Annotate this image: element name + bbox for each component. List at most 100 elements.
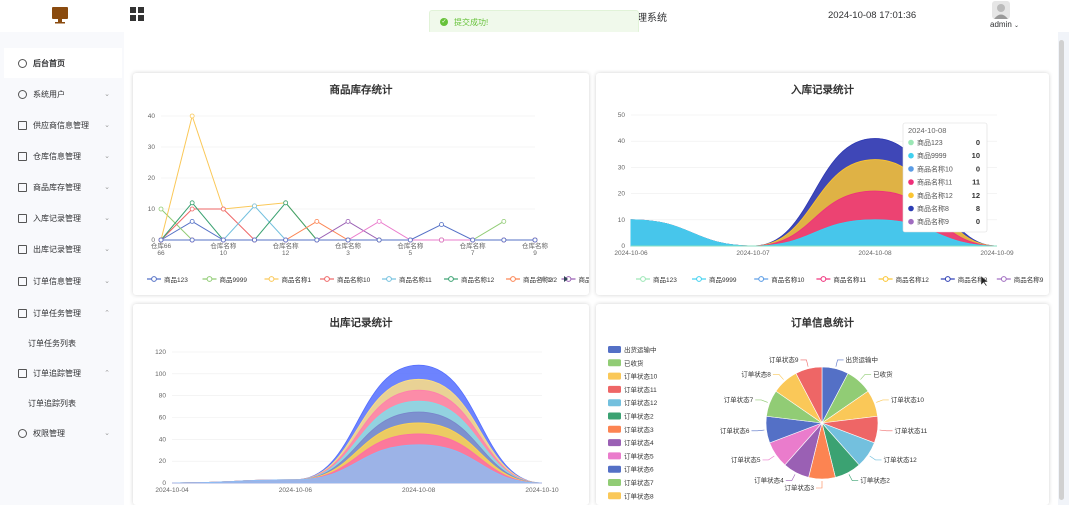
page-scrollbar[interactable] bbox=[1058, 38, 1065, 505]
sidebar-item-5[interactable]: 入库记录管理 ⌄ bbox=[4, 203, 122, 233]
y-tick-label: 100 bbox=[155, 371, 166, 378]
stock-chart-title: 商品库存统计 bbox=[329, 84, 393, 96]
sidebar-item-8[interactable]: 订单任务管理 ⌃ bbox=[4, 298, 122, 328]
chevron-down-icon: ⌄ bbox=[104, 215, 110, 222]
x-tick-label: 仓库66 bbox=[151, 241, 172, 250]
legend-swatch bbox=[608, 465, 621, 473]
pie-label-line bbox=[816, 481, 823, 489]
legend-label: 商品名称9 bbox=[1014, 275, 1044, 284]
mouse-cursor-icon bbox=[980, 275, 989, 287]
legend-swatch bbox=[608, 399, 621, 407]
outbound-area-chart[interactable]: 0 20 40 60 80 100 120 2024-10-04 2024-10-06 2024-… bbox=[133, 304, 589, 505]
stock-line-chart[interactable]: 010203040仓库6666仓库名称10仓库名称12仓库名称3仓库名称5仓库名… bbox=[133, 73, 589, 295]
x-tick-label: 12 bbox=[282, 250, 290, 257]
data-point bbox=[314, 218, 320, 224]
legend-swatch-dot bbox=[206, 276, 213, 282]
sidebar-item-12[interactable]: 权限管理 ⌄ bbox=[4, 418, 122, 448]
tooltip-box bbox=[902, 122, 988, 233]
pie-label: 订单状态12 bbox=[883, 455, 917, 464]
legend-swatch-dot bbox=[448, 276, 454, 282]
legend-swatch-dot bbox=[882, 276, 889, 282]
legend-label: 商品名称10 bbox=[337, 275, 371, 284]
y-tick-label: 20 bbox=[618, 191, 626, 198]
tooltip-dot bbox=[908, 179, 914, 185]
x-tick-label: 仓库名称 bbox=[397, 241, 424, 250]
chevron-down-icon: ⌄ bbox=[104, 246, 110, 253]
user-menu[interactable]: admin ⌄ bbox=[990, 20, 1019, 29]
inbound-area-chart[interactable]: 0 10 20 30 40 50 2024-10-06 2024-10-07 2024-10-0… bbox=[596, 73, 1049, 295]
data-point bbox=[345, 218, 351, 224]
sidebar-item-9[interactable]: 订单任务列表 bbox=[4, 328, 122, 358]
data-point bbox=[314, 237, 320, 243]
menu-item-icon bbox=[18, 368, 27, 378]
tooltip-dot bbox=[908, 166, 914, 172]
legend-label: 出货运输中 bbox=[624, 345, 657, 354]
sidebar-item-label: 订单任务管理 bbox=[33, 308, 81, 318]
data-point bbox=[283, 200, 289, 206]
chevron-down-icon: ⌄ bbox=[104, 278, 110, 285]
chevron-down-icon: ⌄ bbox=[1014, 23, 1020, 29]
pie-label: 订单状态11 bbox=[895, 426, 928, 435]
tooltip-dot bbox=[908, 218, 914, 225]
data-point bbox=[439, 222, 444, 227]
sidebar-item-7[interactable]: 订单信息管理 ⌄ bbox=[4, 266, 122, 296]
sidebar-item-label: 供应商信息管理 bbox=[33, 120, 89, 130]
sidebar-item-label: 商品库存管理 bbox=[33, 182, 81, 192]
pie-label: 订单状态6 bbox=[720, 426, 750, 435]
y-tick-label: 120 bbox=[155, 349, 166, 356]
logo-icon bbox=[52, 7, 68, 24]
sidebar-item-0[interactable]: 后台首页 bbox=[4, 48, 122, 78]
pie-label: 订单状态9 bbox=[769, 355, 799, 364]
y-tick-label: 40 bbox=[148, 113, 156, 120]
legend-label: 订单状态6 bbox=[624, 465, 654, 474]
series-line bbox=[161, 220, 535, 241]
legend-swatch-dot bbox=[640, 276, 646, 282]
series-line bbox=[160, 208, 505, 241]
legend-label: 订单状态11 bbox=[624, 385, 657, 394]
chevron-down-icon: ⌄ bbox=[104, 153, 110, 160]
sidebar-item-1[interactable]: 系统用户 ⌄ bbox=[4, 79, 122, 109]
data-point bbox=[283, 237, 289, 243]
scrollbar-thumb[interactable] bbox=[1059, 40, 1064, 500]
legend-swatch bbox=[608, 479, 621, 486]
legend-label: 商品9999 bbox=[220, 275, 248, 284]
legend-swatch-dot bbox=[944, 276, 951, 282]
legend-label: 商品名称10 bbox=[771, 275, 805, 284]
legend-label: 订单状态12 bbox=[624, 398, 658, 407]
legend-swatch bbox=[608, 452, 621, 460]
y-tick-label: 20 bbox=[159, 458, 167, 465]
pie-label: 订单状态3 bbox=[784, 483, 814, 492]
chevron-up-icon: ⌃ bbox=[104, 310, 110, 317]
sidebar-item-label: 仓库信息管理 bbox=[33, 151, 81, 161]
x-tick-label: 2024-10-06 bbox=[614, 250, 648, 257]
avatar[interactable] bbox=[992, 1, 1010, 19]
menu-item-icon bbox=[18, 58, 27, 68]
legend-swatch-dot bbox=[324, 276, 330, 282]
x-tick-label: 2024-10-06 bbox=[279, 487, 313, 494]
x-tick-label: 2024-10-08 bbox=[858, 250, 892, 257]
sidebar-item-11[interactable]: 订单追踪列表 bbox=[4, 388, 122, 418]
sidebar-item-10[interactable]: 订单追踪管理 ⌃ bbox=[4, 358, 122, 388]
order-pie-chart[interactable]: 出货运输中已收货订单状态10订单状态11订单状态12订单状态2订单状态3订单状态… bbox=[596, 304, 1049, 505]
legend-prev-icon bbox=[540, 276, 544, 282]
menu-item-icon bbox=[18, 182, 27, 192]
menu-item-icon bbox=[18, 120, 27, 130]
tooltip-dot bbox=[908, 152, 914, 159]
sidebar: 后台首页 系统用户 ⌄ 供应商信息管理 ⌄ 仓库信息管理 ⌄ 商品库存管理 ⌄ 入库记录管理 ⌄ 出库… bbox=[0, 32, 124, 505]
menu-toggle-icon[interactable] bbox=[130, 7, 144, 21]
data-point bbox=[189, 200, 195, 206]
sidebar-item-4[interactable]: 商品库存管理 ⌄ bbox=[4, 172, 122, 202]
y-tick-label: 80 bbox=[159, 393, 167, 400]
legend-swatch bbox=[608, 385, 621, 393]
legend-swatch-dot bbox=[510, 276, 516, 282]
tooltip-name: 商品名称8 bbox=[917, 204, 949, 213]
x-tick-label: 7 bbox=[471, 250, 475, 257]
sidebar-item-2[interactable]: 供应商信息管理 ⌄ bbox=[4, 110, 122, 140]
y-tick-label: 0 bbox=[162, 480, 166, 487]
pie-label: 订单状态4 bbox=[754, 476, 784, 485]
legend-swatch-dot bbox=[1000, 276, 1007, 282]
sidebar-item-3[interactable]: 仓库信息管理 ⌄ bbox=[4, 141, 122, 171]
legend-swatch bbox=[608, 439, 621, 447]
y-tick-label: 40 bbox=[618, 138, 626, 145]
sidebar-item-6[interactable]: 出库记录管理 ⌄ bbox=[4, 234, 122, 264]
